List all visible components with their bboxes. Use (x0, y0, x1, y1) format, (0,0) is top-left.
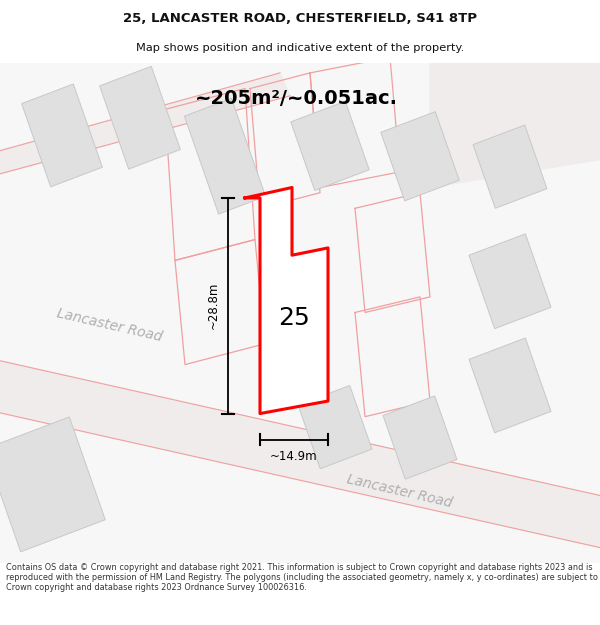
Polygon shape (469, 338, 551, 432)
Polygon shape (430, 62, 600, 188)
Text: ~14.9m: ~14.9m (270, 450, 318, 463)
Polygon shape (22, 84, 103, 187)
Polygon shape (100, 66, 181, 169)
Polygon shape (298, 386, 372, 469)
Polygon shape (469, 234, 551, 329)
Text: 25, LANCASTER ROAD, CHESTERFIELD, S41 8TP: 25, LANCASTER ROAD, CHESTERFIELD, S41 8T… (123, 12, 477, 25)
Polygon shape (0, 73, 290, 179)
Text: Lancaster Road: Lancaster Road (55, 306, 163, 344)
Text: Contains OS data © Crown copyright and database right 2021. This information is : Contains OS data © Crown copyright and d… (6, 562, 598, 592)
Text: Lancaster Road: Lancaster Road (345, 472, 453, 511)
Polygon shape (473, 125, 547, 208)
Polygon shape (381, 112, 459, 201)
Polygon shape (0, 417, 105, 552)
Text: ~205m²/~0.051ac.: ~205m²/~0.051ac. (195, 89, 398, 109)
Polygon shape (0, 356, 600, 552)
Polygon shape (383, 396, 457, 479)
Polygon shape (184, 98, 266, 214)
Text: Map shows position and indicative extent of the property.: Map shows position and indicative extent… (136, 43, 464, 53)
Text: 25: 25 (278, 306, 310, 330)
Polygon shape (245, 188, 328, 414)
Text: ~28.8m: ~28.8m (207, 282, 220, 329)
Polygon shape (291, 101, 369, 191)
